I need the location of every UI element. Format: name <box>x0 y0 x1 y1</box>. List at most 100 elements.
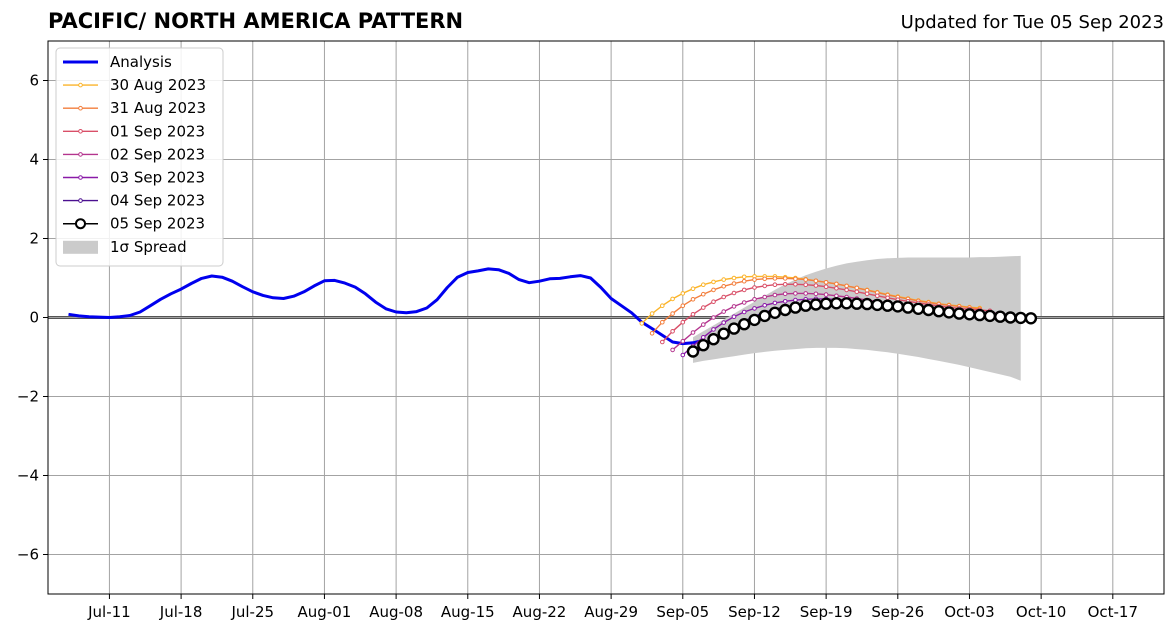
legend-label: 1σ Spread <box>110 238 187 256</box>
forecast-point <box>772 282 778 288</box>
x-tick-label: Jul-11 <box>87 603 131 621</box>
forecast-point <box>721 309 727 314</box>
forecast-point <box>1004 311 1017 324</box>
legend-item: Analysis <box>63 53 172 71</box>
legend-swatch-marker <box>78 198 83 203</box>
forecast-point <box>875 293 880 299</box>
forecast-point <box>741 278 747 284</box>
forecast-point <box>731 314 737 320</box>
forecast-point <box>782 276 788 281</box>
forecast-point <box>727 322 741 335</box>
forecast-point <box>680 319 686 325</box>
legend-box <box>55 47 224 267</box>
forecast-point <box>885 295 890 301</box>
forecast-point <box>670 347 675 353</box>
legend-swatch-marker <box>78 129 83 134</box>
forecast-point <box>711 327 716 332</box>
forecast-point <box>772 292 778 298</box>
forecast-point <box>717 327 730 340</box>
forecast-point <box>871 298 884 312</box>
y-tick-label: −2 <box>17 388 39 406</box>
forecast-point <box>690 297 696 302</box>
forecast-point <box>738 318 751 331</box>
forecast-point <box>731 275 737 281</box>
forecast-point <box>639 321 645 326</box>
y-tick-label: −4 <box>17 467 39 485</box>
forecast-series-2 <box>660 282 993 345</box>
forecast-point <box>932 305 945 318</box>
x-tick-label: Sep-12 <box>728 603 781 621</box>
x-tick-label: Oct-10 <box>1016 603 1066 621</box>
forecast-point <box>803 291 809 296</box>
forecast-point <box>782 282 788 287</box>
forecast-point <box>891 300 904 313</box>
x-tick-label: Aug-15 <box>441 603 495 621</box>
forecast-point <box>1024 312 1038 325</box>
forecast-point <box>741 287 747 293</box>
x-tick-label: Sep-26 <box>871 603 924 621</box>
forecast-point <box>772 300 778 306</box>
grid-lines <box>48 41 1164 594</box>
forecast-point <box>803 277 809 282</box>
forecast-point <box>834 286 839 291</box>
legend-swatch-marker <box>78 82 83 88</box>
spread-band <box>693 255 1021 381</box>
forecast-point <box>697 339 710 352</box>
forecast-point <box>799 299 812 312</box>
legend-label: 31 Aug 2023 <box>110 99 206 117</box>
forecast-point <box>850 297 863 310</box>
x-tick-label: Jul-25 <box>230 603 274 621</box>
y-axis: 6 4 2 0 −2 −4 −6 <box>17 72 48 564</box>
forecast-series-6 <box>686 297 1038 358</box>
legend-swatch <box>63 240 98 254</box>
forecast-point <box>701 291 706 297</box>
legend-label: 02 Sep 2023 <box>110 145 205 163</box>
forecast-point <box>819 297 833 310</box>
x-tick-label: Aug-29 <box>584 603 638 621</box>
forecast-point <box>731 304 737 309</box>
forecast-point <box>860 297 874 311</box>
forecast-point <box>680 303 686 309</box>
forecast-point <box>762 303 768 308</box>
legend-item: 05 Sep 2023 <box>63 215 205 233</box>
forecast-point <box>752 285 757 290</box>
forecast-point <box>912 302 925 315</box>
forecast-point <box>660 339 665 345</box>
y-tick-label: −6 <box>17 546 39 564</box>
forecast-point <box>942 306 956 319</box>
forecast-point <box>793 276 798 282</box>
forecast-point <box>823 284 829 290</box>
legend-item: 1σ Spread <box>63 238 187 256</box>
x-tick-label: Sep-05 <box>656 603 709 621</box>
forecast-point <box>813 278 819 284</box>
analysis-line <box>68 267 704 346</box>
x-tick-label: Aug-08 <box>369 603 423 621</box>
forecast-point <box>983 309 997 323</box>
forecast-point <box>721 320 727 325</box>
forecast-series <box>639 274 1038 358</box>
legend-label: 05 Sep 2023 <box>110 215 205 233</box>
forecast-point <box>762 283 768 289</box>
forecast-point <box>793 291 798 296</box>
legend-item: 04 Sep 2023 <box>63 192 205 210</box>
forecast-point <box>711 315 716 320</box>
forecast-point <box>752 297 757 302</box>
forecast-point <box>823 292 829 297</box>
chart-title: PACIFIC/ NORTH AMERICA PATTERN <box>48 9 464 33</box>
forecast-point <box>793 282 798 287</box>
forecast-point <box>660 319 665 325</box>
forecast-point <box>881 299 894 312</box>
legend-item: 31 Aug 2023 <box>63 99 206 117</box>
forecast-point <box>963 308 976 321</box>
updated-date-label: Updated for Tue 05 Sep 2023 <box>900 12 1164 33</box>
forecast-point <box>731 290 737 296</box>
forecast-point <box>994 310 1007 323</box>
y-tick-label: 0 <box>29 309 39 327</box>
forecast-point <box>844 287 849 293</box>
forecast-point <box>660 303 665 309</box>
x-tick-label: Aug-01 <box>298 603 352 621</box>
forecast-point <box>701 335 706 340</box>
forecast-point <box>854 289 860 295</box>
forecast-point <box>1014 311 1027 325</box>
